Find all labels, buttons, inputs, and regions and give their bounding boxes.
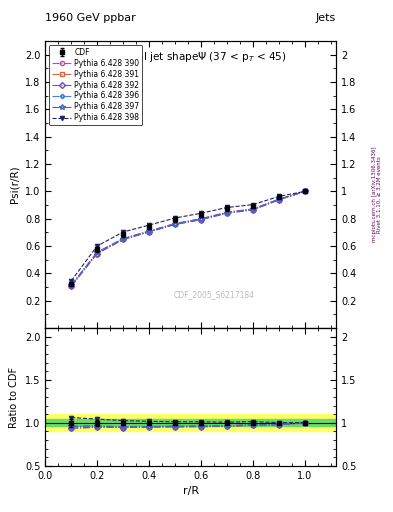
Pythia 6.428 392 <box>251 207 255 213</box>
Pythia 6.428 391 <box>95 250 99 257</box>
Pythia 6.428 396 <box>121 236 125 242</box>
Pythia 6.428 396 <box>95 249 99 255</box>
Pythia 6.428 392 <box>303 188 307 195</box>
Pythia 6.428 392 <box>198 217 203 223</box>
Pythia 6.428 390 <box>303 188 307 195</box>
Pythia 6.428 398 <box>251 202 255 208</box>
Pythia 6.428 391 <box>303 188 307 195</box>
Pythia 6.428 392 <box>69 283 73 289</box>
Pythia 6.428 391 <box>121 237 125 243</box>
Pythia 6.428 398 <box>69 278 73 284</box>
Pythia 6.428 397 <box>303 188 307 195</box>
Pythia 6.428 391 <box>225 210 230 216</box>
Pythia 6.428 397 <box>225 209 230 216</box>
Pythia 6.428 396 <box>251 206 255 212</box>
Pythia 6.428 396 <box>69 282 73 288</box>
Pythia 6.428 398 <box>121 229 125 235</box>
Text: Rivet 3.1.10, ≥ 3.2M events: Rivet 3.1.10, ≥ 3.2M events <box>377 156 382 233</box>
Text: mcplots.cern.ch [arXiv:1306.3436]: mcplots.cern.ch [arXiv:1306.3436] <box>372 147 376 242</box>
Pythia 6.428 391 <box>277 197 281 203</box>
Line: Pythia 6.428 396: Pythia 6.428 396 <box>69 189 307 288</box>
Legend: CDF, Pythia 6.428 390, Pythia 6.428 391, Pythia 6.428 392, Pythia 6.428 396, Pyt: CDF, Pythia 6.428 390, Pythia 6.428 391,… <box>49 45 142 125</box>
Y-axis label: Ratio to CDF: Ratio to CDF <box>9 367 19 428</box>
Text: 1960 GeV ppbar: 1960 GeV ppbar <box>45 13 136 23</box>
Pythia 6.428 392 <box>147 229 151 235</box>
Pythia 6.428 390 <box>198 216 203 222</box>
Pythia 6.428 397 <box>147 228 151 234</box>
Pythia 6.428 397 <box>121 236 125 242</box>
Pythia 6.428 397 <box>69 282 73 288</box>
Pythia 6.428 390 <box>69 283 73 289</box>
Pythia 6.428 391 <box>251 207 255 213</box>
Text: CDF_2005_S6217184: CDF_2005_S6217184 <box>173 290 254 300</box>
Pythia 6.428 398 <box>173 215 177 221</box>
Pythia 6.428 391 <box>147 229 151 235</box>
Pythia 6.428 396 <box>198 216 203 222</box>
Pythia 6.428 398 <box>225 204 230 210</box>
Pythia 6.428 398 <box>277 194 281 200</box>
Pythia 6.428 392 <box>121 237 125 243</box>
Line: Pythia 6.428 390: Pythia 6.428 390 <box>69 189 307 288</box>
Pythia 6.428 397 <box>173 221 177 227</box>
Pythia 6.428 390 <box>251 206 255 212</box>
Pythia 6.428 397 <box>198 216 203 222</box>
Line: Pythia 6.428 398: Pythia 6.428 398 <box>69 189 307 283</box>
Text: Integral jet shapeΨ (37 < p$_{T}$ < 45): Integral jet shapeΨ (37 < p$_{T}$ < 45) <box>106 50 286 63</box>
Line: Pythia 6.428 397: Pythia 6.428 397 <box>68 188 308 288</box>
Pythia 6.428 397 <box>277 196 281 202</box>
Pythia 6.428 390 <box>225 209 230 215</box>
Line: Pythia 6.428 391: Pythia 6.428 391 <box>69 189 307 288</box>
Bar <box>45 414 336 432</box>
Pythia 6.428 397 <box>251 206 255 212</box>
Pythia 6.428 390 <box>147 228 151 234</box>
Pythia 6.428 392 <box>95 250 99 257</box>
Pythia 6.428 391 <box>198 217 203 223</box>
Pythia 6.428 390 <box>173 221 177 227</box>
Pythia 6.428 391 <box>69 283 73 289</box>
Pythia 6.428 396 <box>277 196 281 202</box>
Pythia 6.428 398 <box>198 210 203 216</box>
Pythia 6.428 392 <box>277 197 281 203</box>
X-axis label: r/R: r/R <box>182 486 199 496</box>
Pythia 6.428 396 <box>225 209 230 216</box>
Pythia 6.428 396 <box>147 228 151 234</box>
Bar <box>45 419 336 426</box>
Pythia 6.428 398 <box>147 222 151 228</box>
Pythia 6.428 392 <box>225 210 230 216</box>
Pythia 6.428 398 <box>303 188 307 195</box>
Pythia 6.428 398 <box>95 243 99 249</box>
Pythia 6.428 390 <box>121 236 125 242</box>
Pythia 6.428 391 <box>173 221 177 227</box>
Line: Pythia 6.428 392: Pythia 6.428 392 <box>69 189 307 288</box>
Pythia 6.428 397 <box>95 249 99 255</box>
Pythia 6.428 396 <box>173 221 177 227</box>
Pythia 6.428 390 <box>95 249 99 255</box>
Pythia 6.428 390 <box>277 196 281 202</box>
Pythia 6.428 392 <box>173 221 177 227</box>
Text: Jets: Jets <box>316 13 336 23</box>
Pythia 6.428 396 <box>303 188 307 195</box>
Y-axis label: Psi(r/R): Psi(r/R) <box>9 166 19 203</box>
